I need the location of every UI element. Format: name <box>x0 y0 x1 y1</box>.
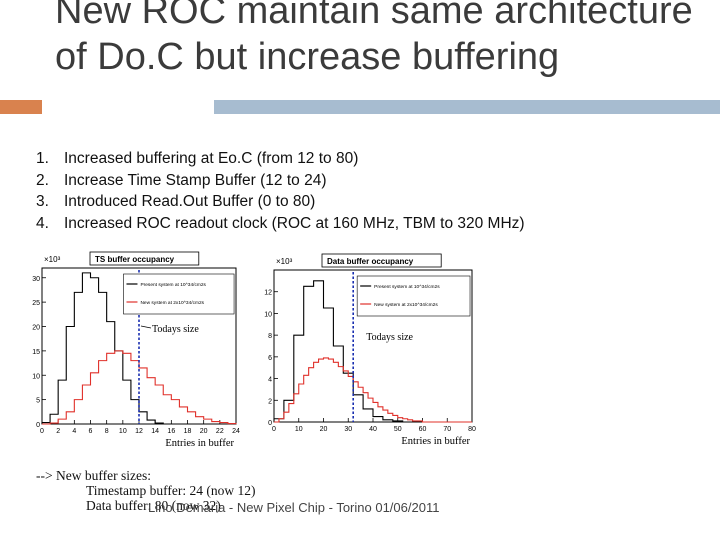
y-tick-label: 25 <box>32 300 40 307</box>
x-tick-label: 18 <box>184 428 192 435</box>
y-tick-label: 6 <box>268 355 272 362</box>
legend-box <box>123 273 235 315</box>
y-tick-label: 12 <box>264 290 272 297</box>
x-tick-label: 24 <box>232 428 240 435</box>
legend-label: Present system at 10^34/cm2s <box>374 284 440 290</box>
y-tick-label: 0 <box>36 422 40 429</box>
new-sizes-heading: --> New buffer sizes: <box>36 468 151 483</box>
chart-title: TS buffer occupancy <box>95 255 175 264</box>
x-tick-label: 50 <box>394 426 402 433</box>
x-tick-label: 40 <box>369 426 377 433</box>
chart-svg: ×10³ 0 2 4 6 8 10 12 0 10 20 30 40 50 60 70 80 Data buffe… <box>264 253 476 447</box>
bullet-list: 1. Increased buffering at Eo.C (from 12 t… <box>36 148 525 234</box>
y-tick-label: 8 <box>268 333 272 340</box>
x-tick-label: 22 <box>216 428 224 435</box>
legend-box <box>356 275 471 317</box>
legend-label: New system at 2x10^34/cm2s <box>140 300 204 306</box>
y-tick-label: 10 <box>32 373 40 380</box>
timestamp-buffer-size: Timestamp buffer: 24 (now 12) <box>86 483 256 498</box>
legend-label: New system at 2x10^34/cm2s <box>374 302 438 308</box>
x-tick-label: 30 <box>344 426 352 433</box>
x-tick-label: 2 <box>56 428 60 435</box>
chart-title: Data buffer occupancy <box>327 257 414 266</box>
series-new-line <box>274 357 472 423</box>
y-multiplier-label: ×10³ <box>276 257 293 266</box>
x-tick-label: 10 <box>119 428 127 435</box>
new-buffer-sizes: --> New buffer sizes: Timestamp buffer: … <box>36 468 256 513</box>
chart-title-box <box>321 253 442 268</box>
y-tick-label: 15 <box>32 349 40 356</box>
x-axis-label: Entries in buffer <box>165 438 234 449</box>
x-tick-label: 80 <box>468 426 476 433</box>
data-buffer-plot: ×10³ 0 2 4 6 8 10 12 0 10 20 30 40 50 60 70 80 Data buffe… <box>262 252 478 452</box>
y-tick-label: 30 <box>32 276 40 283</box>
title-accent-bar-right <box>214 100 720 114</box>
legend-label: Present system at 10^34/cm2s <box>140 282 206 288</box>
x-tick-label: 6 <box>89 428 93 435</box>
data-buffer-size: Data buffer: 80 (now 32) <box>86 498 221 513</box>
y-tick-label: 4 <box>268 377 272 384</box>
x-tick-label: 20 <box>320 426 328 433</box>
y-tick-label: 5 <box>36 398 40 405</box>
y-multiplier-label: ×10³ <box>44 255 61 264</box>
todays-size-annotation: Todays size <box>152 324 199 335</box>
y-tick-label: 10 <box>264 311 272 318</box>
x-tick-label: 70 <box>443 426 451 433</box>
ts-buffer-plot: ×10³ 0 5 10 15 20 25 30 0 2 4 6 8 10 12 14 16 18 20 22 24 TS … <box>30 250 242 454</box>
todays-size-annotation: Todays size <box>366 332 413 343</box>
x-tick-label: 16 <box>167 428 175 435</box>
x-tick-label: 10 <box>295 426 303 433</box>
footer: Lino Demaria - New Pixel Chip - Torino 0… <box>148 500 440 515</box>
x-tick-label: 14 <box>151 428 159 435</box>
x-tick-label: 0 <box>272 426 276 433</box>
list-item: 2. Increase Time Stamp Buffer (12 to 24) <box>36 171 327 189</box>
chart-title-box <box>89 251 200 266</box>
y-tick-label: 2 <box>268 398 272 405</box>
list-item: 1. Increased buffering at Eo.C (from 12 t… <box>36 150 359 167</box>
series-new-line <box>42 350 237 425</box>
slide-title: New ROC maintain same architecture of Do… <box>55 0 693 78</box>
x-axis-label: Entries in buffer <box>401 436 470 447</box>
x-tick-label: 4 <box>72 428 76 435</box>
annotation-arrow <box>140 325 152 329</box>
list-item: 3. Introduced Read.Out Buffer (0 to 80) <box>36 193 316 210</box>
y-tick-label: 0 <box>268 420 272 427</box>
x-tick-label: 20 <box>200 428 208 435</box>
title-accent-bar-left <box>0 100 42 114</box>
y-tick-label: 20 <box>32 325 40 332</box>
x-tick-label: 0 <box>40 428 44 435</box>
list-item: 4. Increased ROC readout clock (ROC at 16… <box>36 214 525 232</box>
x-tick-label: 60 <box>419 426 427 433</box>
x-tick-label: 8 <box>105 428 109 435</box>
x-tick-label: 12 <box>135 428 143 435</box>
